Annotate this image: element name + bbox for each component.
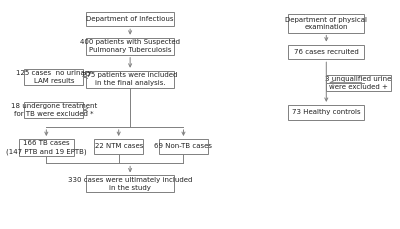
FancyBboxPatch shape bbox=[159, 139, 208, 154]
Text: 400 patients with Suspected
Pulmonary Tuberculosis: 400 patients with Suspected Pulmonary Tu… bbox=[80, 39, 180, 53]
Text: 73 Healthy controls: 73 Healthy controls bbox=[292, 109, 361, 115]
FancyBboxPatch shape bbox=[19, 139, 74, 156]
FancyBboxPatch shape bbox=[86, 11, 174, 26]
FancyBboxPatch shape bbox=[288, 105, 364, 120]
FancyBboxPatch shape bbox=[288, 14, 364, 33]
Text: 76 cases recruited: 76 cases recruited bbox=[294, 49, 359, 55]
Text: 18 undergone treatment
for TB were excluded *: 18 undergone treatment for TB were exclu… bbox=[11, 103, 97, 117]
Text: 22 NTM cases: 22 NTM cases bbox=[94, 143, 143, 149]
FancyBboxPatch shape bbox=[86, 175, 174, 192]
FancyBboxPatch shape bbox=[326, 75, 391, 91]
FancyBboxPatch shape bbox=[86, 71, 174, 88]
FancyBboxPatch shape bbox=[24, 102, 84, 118]
FancyBboxPatch shape bbox=[94, 139, 144, 154]
FancyBboxPatch shape bbox=[24, 69, 84, 85]
Text: 275 patients were included
in the final analysis.: 275 patients were included in the final … bbox=[82, 72, 178, 86]
FancyBboxPatch shape bbox=[86, 38, 174, 55]
Text: 330 cases were ultimately included
in the study: 330 cases were ultimately included in th… bbox=[68, 177, 192, 191]
Text: 125 cases  no urinary
LAM results: 125 cases no urinary LAM results bbox=[16, 70, 92, 84]
Text: 69 Non-TB cases: 69 Non-TB cases bbox=[154, 143, 212, 149]
Text: Department of Infectious: Department of Infectious bbox=[86, 16, 174, 22]
Text: 3 unqualified urine
were excluded +: 3 unqualified urine were excluded + bbox=[326, 76, 392, 90]
FancyBboxPatch shape bbox=[288, 44, 364, 59]
Text: 166 TB cases
(147 PTB and 19 EPTB): 166 TB cases (147 PTB and 19 EPTB) bbox=[6, 140, 87, 155]
Text: Department of physical
examination: Department of physical examination bbox=[285, 16, 367, 30]
